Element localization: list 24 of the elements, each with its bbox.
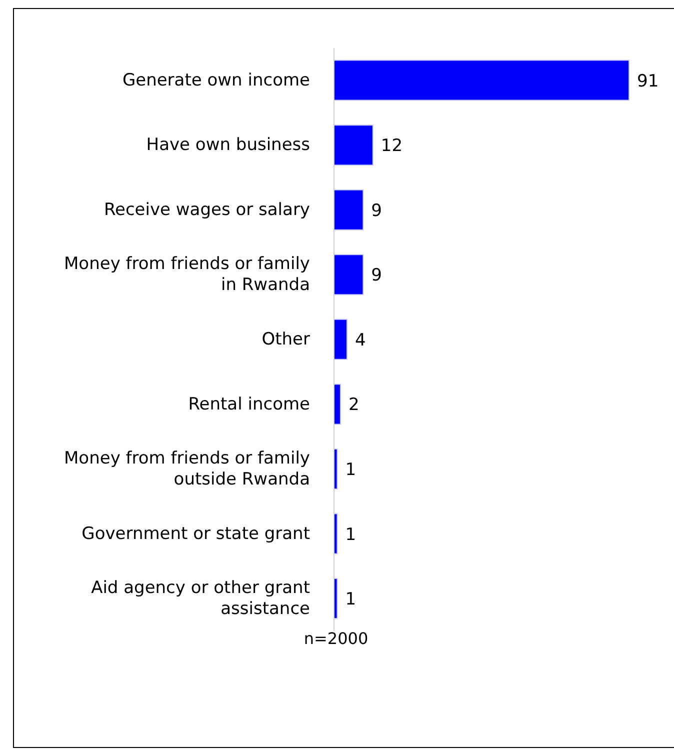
y-tick-label: Have own business [146,135,310,156]
y-tick-label: Money from friends or family outside Rwanda [64,448,310,490]
y-tick-label: Generate own income [122,70,310,90]
y-tick-label: Receive wages or salary [104,200,310,220]
bar [334,254,364,296]
data-label: 91 [637,71,659,92]
bar [334,318,348,360]
data-label: 1 [345,460,356,480]
y-tick-label: Money from friends or family in Rwanda [64,254,310,296]
y-tick-label: Other [262,330,310,350]
data-label: 4 [354,330,366,350]
bar [334,60,630,101]
y-tick-label: Aid agency or other grant assistance [91,578,310,620]
bar [334,189,364,230]
y-tick-label: Rental income [188,394,310,414]
bar [334,124,374,166]
data-label: 1 [345,524,356,545]
y-tick-label: Government or state grant [82,524,310,544]
data-label: 12 [380,136,403,156]
data-label: 9 [371,266,382,286]
annotation: n=2000 [302,629,370,648]
data-label: 9 [371,200,382,221]
data-label: 1 [345,590,356,610]
data-label: 2 [348,395,360,416]
